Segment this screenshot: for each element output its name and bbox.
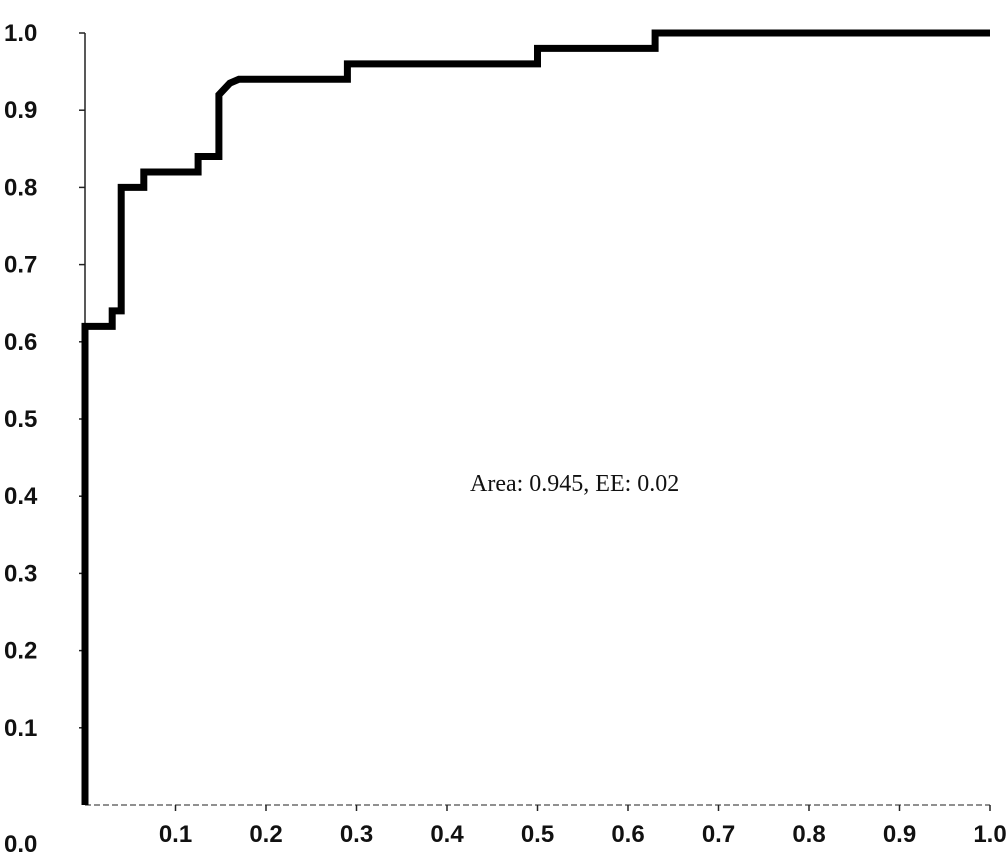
x-tick-label: 0.9 bbox=[883, 821, 916, 848]
y-tick-label: 0.6 bbox=[4, 329, 37, 356]
y-tick-label: 0.9 bbox=[4, 97, 37, 124]
x-tick-label: 0.4 bbox=[430, 821, 464, 848]
ticks: 0.0 0.1 0.2 0.3 0.4 0.5 0.6 0.7 0.8 0.9 1.0 0.1 0.2 0… bbox=[4, 20, 1007, 858]
y-tick-label: 0.2 bbox=[4, 638, 37, 665]
x-tick-label: 0.3 bbox=[340, 821, 373, 848]
x-tick-label: 0.6 bbox=[611, 821, 644, 848]
y-tick-label: 0.3 bbox=[4, 560, 37, 587]
y-tick-label: 0.0 bbox=[4, 831, 37, 858]
y-tick-label: 0.4 bbox=[4, 483, 38, 510]
x-tick-label: 1.0 bbox=[973, 821, 1006, 848]
y-tick-label: 0.8 bbox=[4, 174, 37, 201]
x-tick-label: 0.7 bbox=[702, 821, 735, 848]
x-tick-label: 0.1 bbox=[159, 821, 192, 848]
y-tick-label: 0.5 bbox=[4, 406, 37, 433]
y-tick-label: 0.1 bbox=[4, 715, 37, 742]
y-tick-label: 1.0 bbox=[4, 20, 37, 47]
y-tick-label: 0.7 bbox=[4, 252, 37, 279]
x-tick-label: 0.5 bbox=[521, 821, 554, 848]
x-tick-label: 0.8 bbox=[792, 821, 825, 848]
x-tick-label: 0.2 bbox=[249, 821, 282, 848]
series-layer bbox=[81, 29, 990, 805]
roc-curve-line bbox=[81, 29, 990, 805]
area-annotation: Area: 0.945, EE: 0.02 bbox=[470, 471, 679, 497]
